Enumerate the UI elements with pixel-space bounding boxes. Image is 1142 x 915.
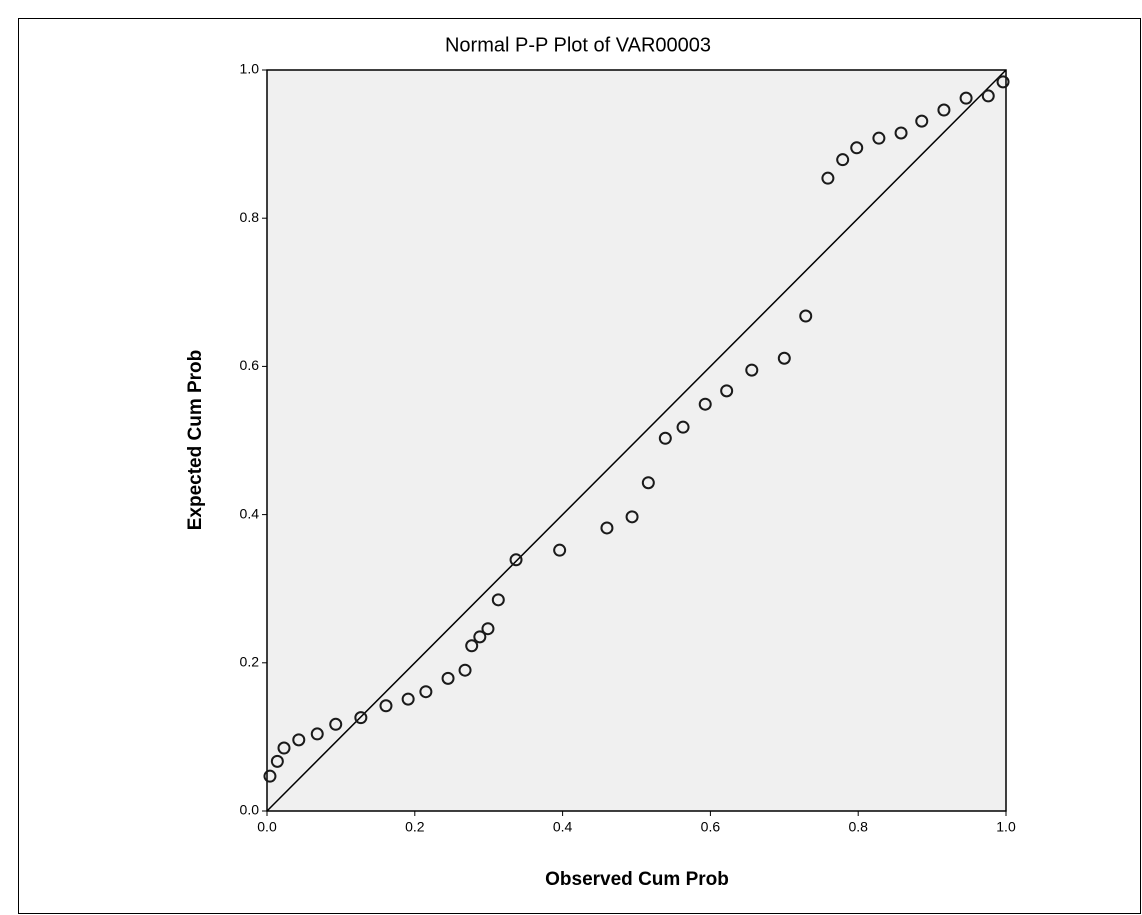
point (553, 543, 567, 557)
point (836, 153, 850, 167)
y-tick-label: 0.6 (240, 357, 260, 373)
x-tick-label: 0.2 (405, 819, 425, 835)
point (745, 363, 759, 377)
point (799, 309, 813, 323)
point (720, 384, 734, 398)
point (937, 103, 951, 117)
x-tick-label: 0.4 (553, 819, 573, 835)
point (996, 75, 1010, 89)
point (329, 717, 343, 731)
point (481, 622, 495, 636)
point (777, 351, 791, 365)
point (981, 89, 995, 103)
point (458, 663, 472, 677)
point (658, 431, 672, 445)
point (270, 754, 284, 768)
point (641, 476, 655, 490)
point (625, 510, 639, 524)
point (698, 397, 712, 411)
point (473, 630, 487, 644)
point (379, 699, 393, 713)
point (419, 685, 433, 699)
chart-title: Normal P-P Plot of VAR00003 (445, 34, 711, 56)
point (676, 420, 690, 434)
x-tick-label: 0.6 (701, 819, 721, 835)
point (310, 727, 324, 741)
x-tick-label: 0.0 (257, 819, 277, 835)
point (872, 131, 886, 145)
point (354, 711, 368, 725)
point (401, 692, 415, 706)
x-axis-title: Observed Cum Prob (545, 869, 729, 890)
point (441, 671, 455, 685)
y-tick-label: 0.8 (240, 209, 260, 225)
y-axis-title: Expected Cum Prob (185, 350, 206, 531)
y-tick-label: 0.0 (240, 802, 260, 818)
point (509, 553, 523, 567)
point (491, 593, 505, 607)
point (821, 171, 835, 185)
point (850, 141, 864, 155)
point (600, 521, 614, 535)
x-tick-label: 1.0 (996, 819, 1016, 835)
point (465, 639, 479, 653)
y-tick-label: 0.2 (240, 654, 260, 670)
point (915, 114, 929, 128)
point (263, 769, 277, 783)
reference-line (266, 69, 1007, 812)
point (292, 733, 306, 747)
y-tick-label: 0.4 (240, 505, 260, 521)
point (894, 126, 908, 140)
y-tick-label: 1.0 (240, 61, 260, 77)
x-tick-label: 0.8 (848, 819, 868, 835)
point (277, 741, 291, 755)
point (959, 91, 973, 105)
